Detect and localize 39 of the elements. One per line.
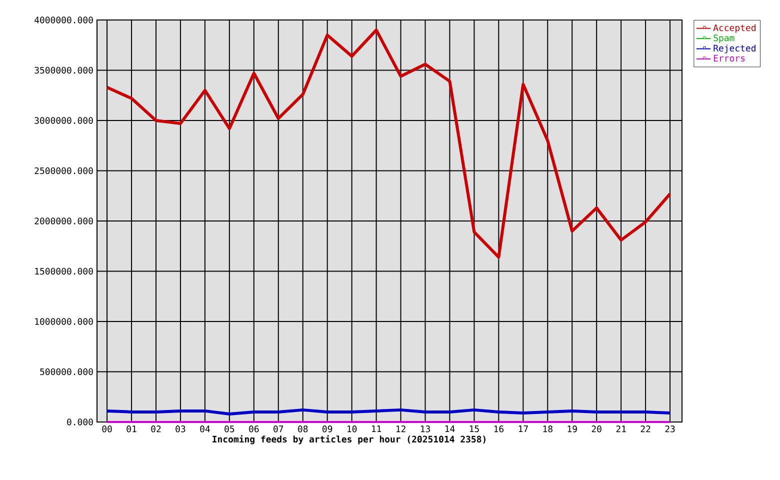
x-tick-label: 22 [640,426,650,432]
x-tick-label: 07 [274,426,284,432]
x-tick-label: 18 [543,426,552,432]
y-tick-label: 500000.000 [40,368,93,376]
y-tick-label: 3000000.000 [34,117,93,124]
x-tick-label: 08 [298,426,308,432]
y-tick-label: 1000000.000 [35,318,93,325]
x-axis-title: Incoming feeds by articles per hour (20251014 2358) [212,435,486,444]
x-tick-label: 11 [372,426,382,432]
legend-label: Accepted [713,24,756,33]
x-tick-label: 02 [151,426,161,432]
x-tick-label: 10 [347,426,357,432]
x-tick-label: 12 [396,426,406,432]
legend-label: Rejected [714,44,756,54]
x-tick-label: 00 [102,426,112,432]
x-tick-label: 19 [568,426,577,432]
x-tick-label: 05 [224,426,234,432]
x-tick-label: 06 [249,426,259,432]
y-tick-label: 1500000.000 [35,268,93,275]
x-tick-label: 04 [200,426,210,432]
y-tick-label: 4000000.000 [34,16,93,24]
x-tick-label: 14 [445,426,455,432]
x-tick-label: 15 [470,426,479,432]
y-tick-label: 2500000.000 [34,167,93,174]
legend-label: Errors [714,54,745,62]
x-tick-label: 23 [665,426,675,432]
line-series [106,28,672,259]
x-tick-label: 09 [322,426,332,432]
y-tick-label: 3500000.000 [34,66,93,74]
x-tick-label: 21 [616,426,626,432]
y-tick-label: 0.000 [67,418,93,426]
x-tick-label: 17 [518,426,528,432]
x-tick-label: 01 [126,426,136,432]
x-tick-label: 20 [592,426,602,432]
y-tick-label: 2000000.000 [34,218,93,224]
x-tick-label: 16 [494,426,504,432]
x-tick-label: 13 [420,426,430,432]
legend-label: Spam [714,34,734,43]
x-tick-label: 03 [176,426,186,432]
